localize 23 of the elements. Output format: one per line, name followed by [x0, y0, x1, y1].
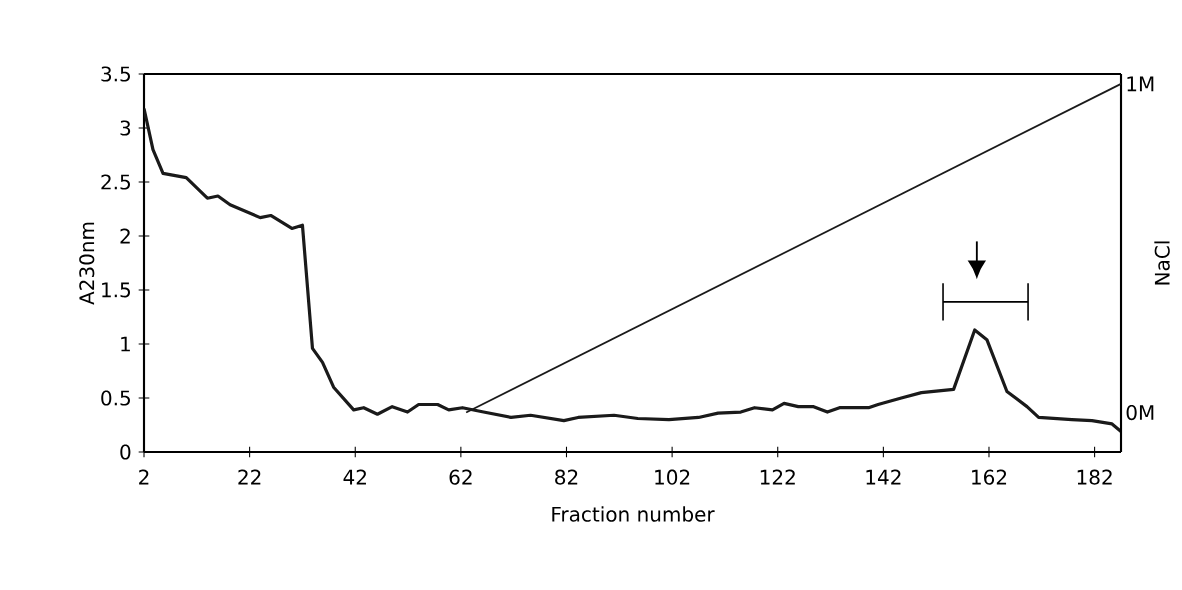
x-tick-label: 182: [1077, 469, 1112, 485]
x-tick-label: 122: [760, 469, 795, 485]
y-tick-label: 0: [120, 444, 131, 460]
y-tick-label: 0.5: [101, 390, 130, 406]
y-axis-title: A230nm: [79, 222, 95, 305]
y-tick-label: 3.5: [101, 66, 130, 82]
x-tick-label: 82: [555, 469, 578, 485]
y-tick-label: 3: [120, 120, 131, 136]
y-tick-label: 2.5: [101, 174, 130, 190]
x-tick-label: 2: [139, 469, 149, 485]
x-tick-label: 102: [655, 469, 690, 485]
x-tick-label: 22: [238, 469, 261, 485]
x-axis-title: Fraction number: [552, 506, 715, 522]
x-tick-label: 42: [343, 469, 366, 485]
x-tick-label: 62: [449, 469, 472, 485]
y2-axis-title: NaCl: [1154, 241, 1170, 285]
x-tick-label: 142: [866, 469, 901, 485]
y2-tick-label: 0M: [1126, 404, 1154, 421]
y2-tick-label: 1M: [1127, 76, 1154, 92]
x-tick-label: 162: [972, 469, 1007, 485]
y-tick-label: 1: [121, 336, 130, 352]
y-tick-label: 2: [120, 228, 130, 244]
y-tick-label: 1.5: [102, 282, 130, 298]
